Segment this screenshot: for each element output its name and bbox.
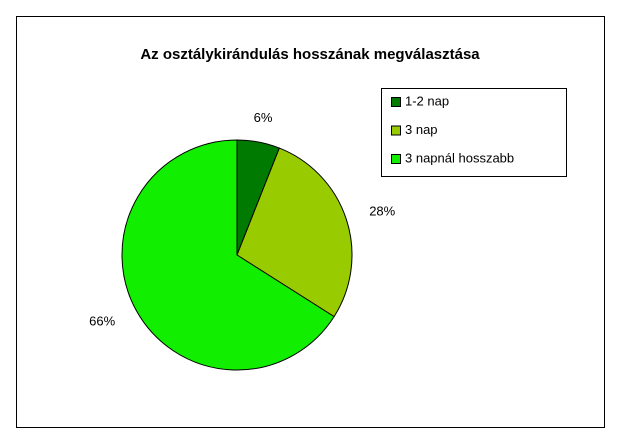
legend-box	[381, 88, 567, 177]
legend-swatch	[391, 97, 401, 107]
data-label: 28%	[369, 203, 395, 218]
legend-label: 1-2 nap	[405, 93, 449, 108]
pie-slice	[236, 147, 353, 318]
legend-label: 3 napnál hosszabb	[405, 150, 514, 165]
legend-label: 3 nap	[405, 122, 438, 137]
pie-slice	[121, 139, 335, 371]
data-label: 66%	[89, 313, 115, 328]
data-label: 6%	[254, 110, 273, 125]
legend-swatch	[391, 154, 401, 164]
chart-title: Az osztálykirándulás hosszának megválasz…	[140, 46, 480, 63]
legend-swatch	[391, 125, 401, 136]
